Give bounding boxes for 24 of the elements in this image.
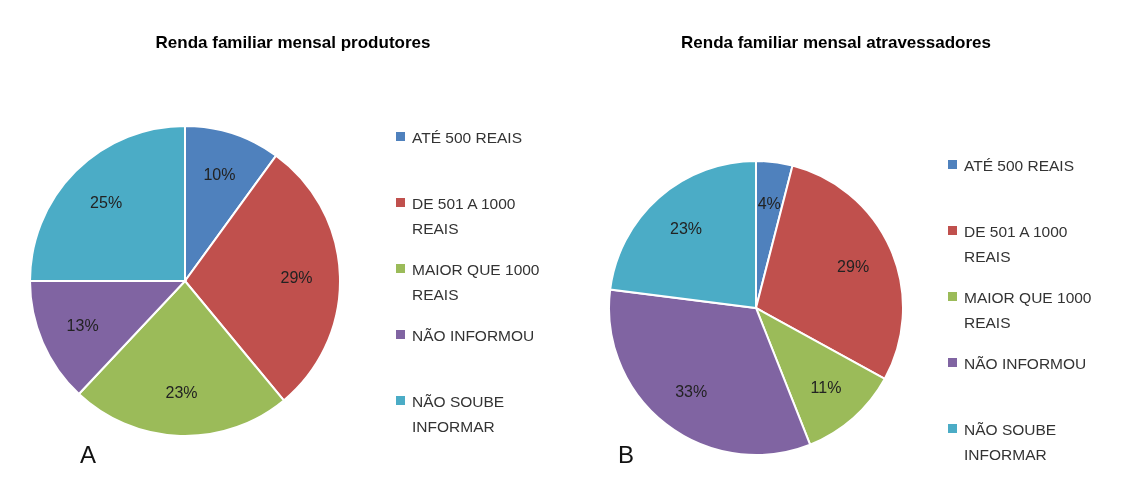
legend-label: NÃO SOUBE INFORMAR: [964, 421, 1057, 464]
legend-label: DE 501 A 1000 REAIS: [412, 195, 516, 238]
data-label: 23%: [165, 384, 198, 402]
data-label: 33%: [675, 383, 708, 401]
legend-label: NÃO INFORMOU: [964, 355, 1087, 373]
data-label: 23%: [669, 220, 703, 238]
legend-label: MAIOR QUE 1000 REAIS: [412, 261, 540, 304]
data-label: 25%: [90, 193, 123, 211]
chart-title: Renda familiar mensal produtores: [155, 33, 431, 52]
legend-label: ATÉ 500 REAIS: [412, 129, 522, 147]
data-label: 11%: [810, 378, 842, 396]
legend-label: ATÉ 500 REAIS: [964, 157, 1074, 175]
text: B: [618, 441, 635, 468]
data-label: 10%: [203, 166, 236, 184]
data-label: 13%: [66, 316, 99, 334]
data-label: 29%: [280, 269, 313, 287]
legend-label: NÃO SOUBE INFORMAR: [412, 393, 505, 436]
data-label: 4%: [757, 194, 781, 212]
data-label: 29%: [837, 257, 870, 275]
legend-label: NÃO INFORMOU: [412, 327, 535, 345]
text: A: [80, 441, 97, 468]
chart-title: Renda familiar mensal atravessadores: [681, 33, 991, 52]
legend-label: MAIOR QUE 1000 REAIS: [964, 289, 1092, 332]
legend-label: DE 501 A 1000 REAIS: [964, 223, 1068, 266]
